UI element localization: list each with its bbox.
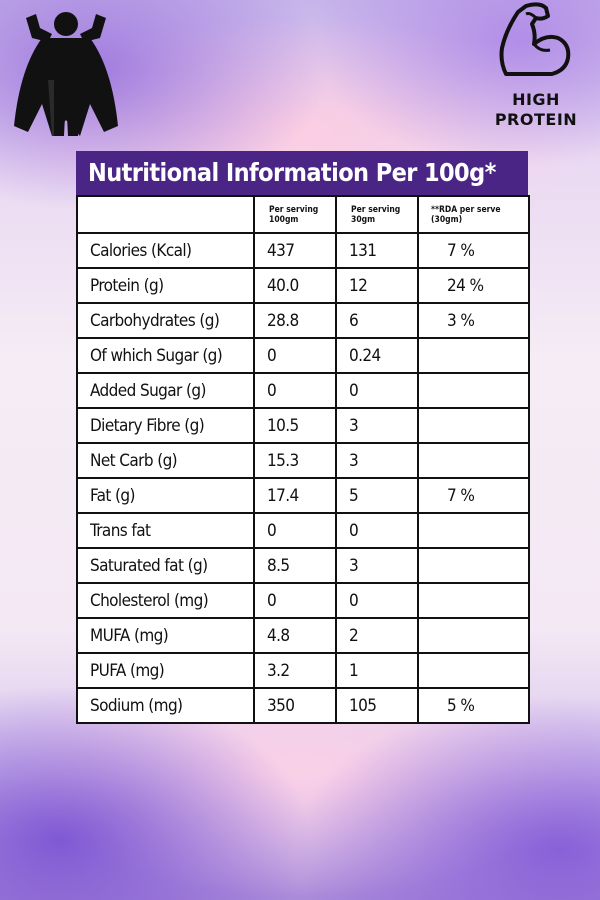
value-rda: 24 %	[417, 267, 530, 304]
value-rda	[417, 442, 530, 479]
value-per-100g: 15.3	[253, 442, 337, 479]
nutrient-label: Fat (g)	[76, 477, 255, 514]
nutrient-label: Saturated fat (g)	[76, 547, 255, 584]
value-per-30g: 2	[335, 617, 419, 654]
table-row: Sodium (mg) 350 105 5 %	[76, 687, 530, 724]
value-per-100g: 4.8	[253, 617, 337, 654]
value-rda	[417, 337, 530, 374]
value-per-30g: 6	[335, 302, 419, 339]
table-row: Calories (Kcal) 437 131 7 %	[76, 232, 530, 269]
nutrient-label: Of which Sugar (g)	[76, 337, 255, 374]
value-per-100g: 17.4	[253, 477, 337, 514]
value-per-30g: 5	[335, 477, 419, 514]
table-row: Trans fat 0 0	[76, 512, 530, 549]
table-row: PUFA (mg) 3.2 1	[76, 652, 530, 689]
flexed-bicep-icon	[499, 2, 571, 76]
value-per-100g: 350	[253, 687, 337, 724]
high-protein-badge: HIGH PROTEIN	[470, 90, 600, 130]
table-header-row: Per serving 100gm Per serving 30gm **RDA…	[76, 195, 530, 234]
value-per-30g: 105	[335, 687, 419, 724]
value-rda	[417, 582, 530, 619]
value-per-100g: 28.8	[253, 302, 337, 339]
table-row: MUFA (mg) 4.8 2	[76, 617, 530, 654]
table-row: Carbohydrates (g) 28.8 6 3 %	[76, 302, 530, 339]
nutrient-label: Carbohydrates (g)	[76, 302, 255, 339]
badge-line-2: PROTEIN	[494, 110, 578, 129]
nutrition-table: Per serving 100gm Per serving 30gm **RDA…	[76, 195, 530, 724]
nutrition-card: Nutritional Information Per 100g* Per se…	[76, 151, 530, 724]
nutrient-label: Dietary Fibre (g)	[76, 407, 255, 444]
value-per-30g: 12	[335, 267, 419, 304]
value-rda	[417, 547, 530, 584]
value-per-30g: 3	[335, 547, 419, 584]
value-per-100g: 40.0	[253, 267, 337, 304]
nutrient-label: PUFA (mg)	[76, 652, 255, 689]
value-per-100g: 10.5	[253, 407, 337, 444]
table-row: Protein (g) 40.0 12 24 %	[76, 267, 530, 304]
table-row: Net Carb (g) 15.3 3	[76, 442, 530, 479]
superhero-icon	[14, 12, 118, 136]
nutrient-label: Added Sugar (g)	[76, 372, 255, 409]
value-rda: 7 %	[417, 477, 530, 514]
table-row: Fat (g) 17.4 5 7 %	[76, 477, 530, 514]
badge-line-1: HIGH	[512, 90, 560, 109]
header-per-30g: Per serving 30gm	[335, 195, 419, 234]
nutrient-label: Protein (g)	[76, 267, 255, 304]
nutrient-label: MUFA (mg)	[76, 617, 255, 654]
value-per-30g: 0	[335, 512, 419, 549]
value-rda	[417, 407, 530, 444]
value-per-100g: 0	[253, 512, 337, 549]
value-per-100g: 0	[253, 337, 337, 374]
value-rda: 5 %	[417, 687, 530, 724]
value-per-100g: 3.2	[253, 652, 337, 689]
table-row: Cholesterol (mg) 0 0	[76, 582, 530, 619]
value-per-100g: 8.5	[253, 547, 337, 584]
value-per-30g: 131	[335, 232, 419, 269]
nutrient-label: Calories (Kcal)	[76, 232, 255, 269]
value-rda	[417, 372, 530, 409]
value-rda	[417, 652, 530, 689]
value-per-30g: 0	[335, 582, 419, 619]
table-row: Added Sugar (g) 0 0	[76, 372, 530, 409]
value-per-30g: 1	[335, 652, 419, 689]
table-row: Dietary Fibre (g) 10.5 3	[76, 407, 530, 444]
header-label	[76, 195, 255, 234]
value-per-30g: 0.24	[335, 337, 419, 374]
table-row: Of which Sugar (g) 0 0.24	[76, 337, 530, 374]
table-row: Saturated fat (g) 8.5 3	[76, 547, 530, 584]
header-per-100g: Per serving 100gm	[253, 195, 337, 234]
value-per-30g: 0	[335, 372, 419, 409]
value-rda	[417, 617, 530, 654]
value-per-100g: 0	[253, 372, 337, 409]
nutrient-label: Net Carb (g)	[76, 442, 255, 479]
value-per-100g: 0	[253, 582, 337, 619]
value-per-100g: 437	[253, 232, 337, 269]
nutrition-title: Nutritional Information Per 100g*	[76, 151, 528, 195]
nutrient-label: Trans fat	[76, 512, 255, 549]
value-per-30g: 3	[335, 442, 419, 479]
nutrient-label: Cholesterol (mg)	[76, 582, 255, 619]
value-per-30g: 3	[335, 407, 419, 444]
value-rda	[417, 512, 530, 549]
header-rda: **RDA per serve (30gm)	[417, 195, 530, 234]
value-rda: 7 %	[417, 232, 530, 269]
nutrient-label: Sodium (mg)	[76, 687, 255, 724]
value-rda: 3 %	[417, 302, 530, 339]
